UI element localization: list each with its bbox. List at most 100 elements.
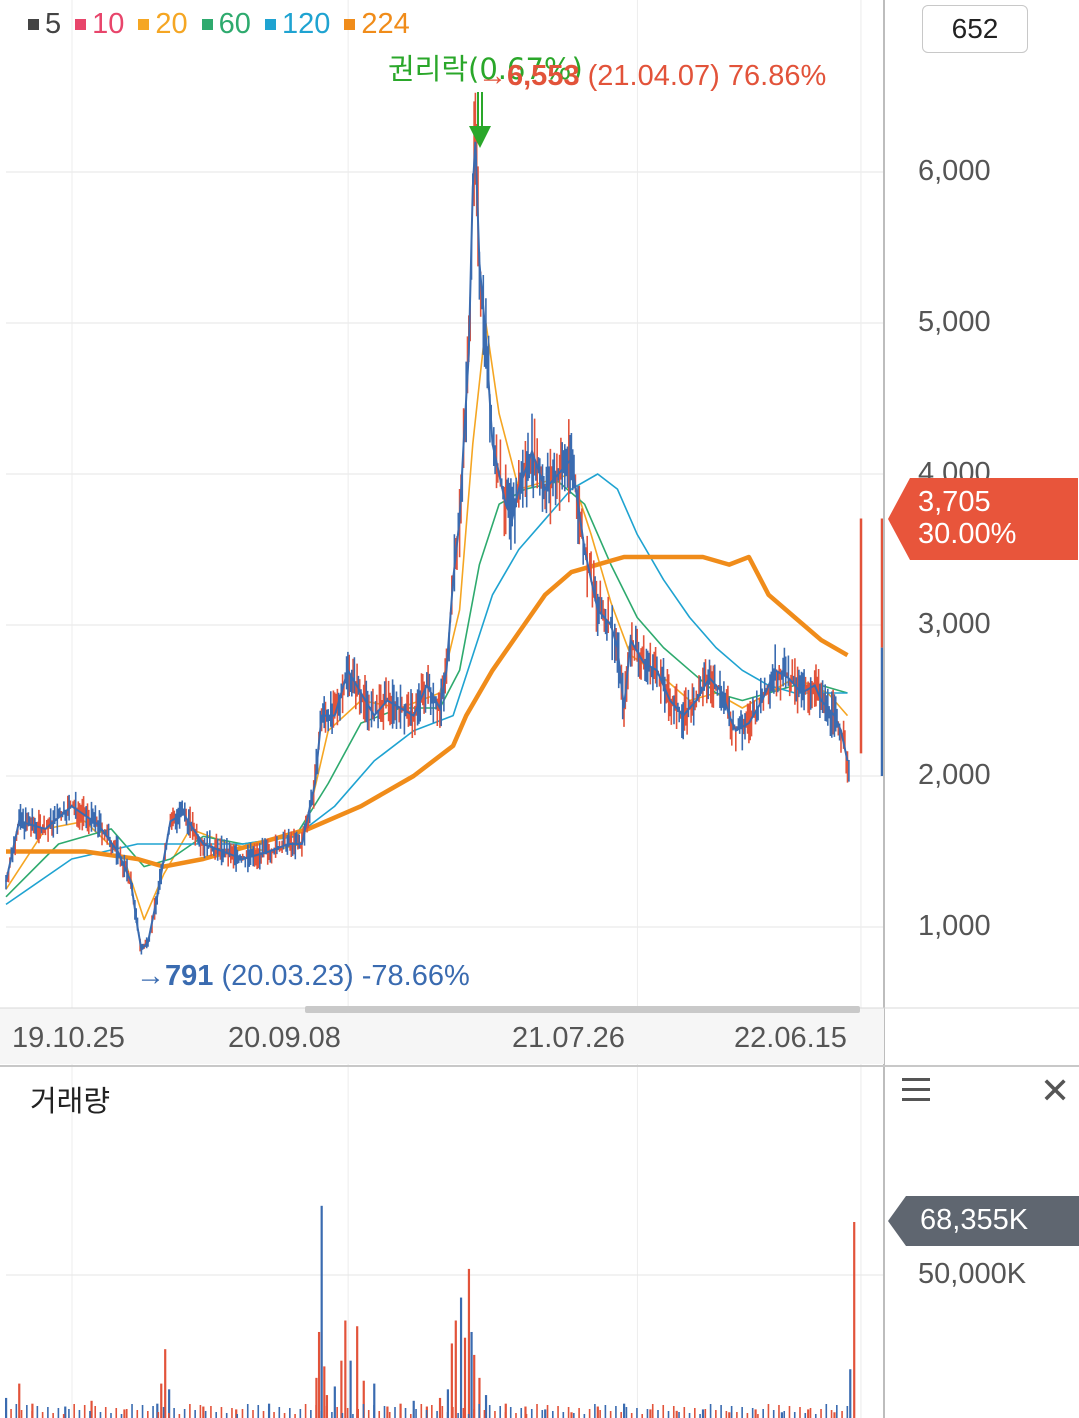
volume-bar-small bbox=[289, 1408, 291, 1418]
volume-bar-small bbox=[236, 1414, 239, 1418]
volume-bar-small bbox=[199, 1405, 202, 1418]
volume-bar-small bbox=[115, 1408, 118, 1418]
close-icon[interactable]: ✕ bbox=[1040, 1071, 1071, 1112]
volume-bar-small bbox=[588, 1409, 591, 1418]
legend-swatch-icon bbox=[264, 19, 276, 30]
volume-bar-small bbox=[278, 1407, 281, 1418]
volume-bar-small bbox=[15, 1404, 18, 1418]
volume-bar-small bbox=[336, 1407, 338, 1418]
min-arrow: → bbox=[136, 960, 165, 992]
legend-ma-10[interactable]: 10 bbox=[75, 8, 124, 41]
volume-bar-small bbox=[678, 1412, 680, 1418]
volume-bar-small bbox=[662, 1405, 665, 1418]
volume-bar-small bbox=[183, 1409, 186, 1418]
volume-bar-small bbox=[457, 1413, 459, 1418]
volume-bar-small bbox=[367, 1410, 370, 1418]
volume-bar-small bbox=[672, 1406, 675, 1418]
legend-swatch-icon bbox=[201, 19, 213, 30]
legend-ma-120[interactable]: 120 bbox=[264, 8, 331, 41]
volume-bar bbox=[623, 1403, 626, 1418]
volume-bar-small bbox=[720, 1405, 722, 1418]
volume-bar-small bbox=[562, 1412, 565, 1418]
volume-bar-small bbox=[341, 1413, 344, 1418]
legend-label: 120 bbox=[281, 8, 331, 40]
volume-bar bbox=[570, 1412, 573, 1418]
volume-bar-small bbox=[104, 1407, 107, 1418]
volume-tag-shape bbox=[888, 1196, 1079, 1246]
menu-icon[interactable] bbox=[902, 1078, 930, 1102]
volume-bar-small bbox=[346, 1408, 349, 1418]
volume-bar-small bbox=[846, 1406, 849, 1418]
volume-bar-small bbox=[26, 1405, 28, 1418]
volume-bar bbox=[833, 1412, 836, 1418]
volume-bar-small bbox=[404, 1408, 407, 1418]
volume-bar bbox=[18, 1383, 21, 1418]
legend-label: 5 bbox=[45, 8, 62, 40]
volume-bar-small bbox=[73, 1404, 75, 1418]
volume-bar bbox=[333, 1386, 336, 1418]
volume-bar bbox=[473, 1354, 476, 1418]
volume-bar-small bbox=[825, 1404, 828, 1418]
volume-bar-small bbox=[646, 1409, 649, 1418]
volume-bar bbox=[484, 1395, 488, 1418]
volume-bar-small bbox=[688, 1413, 691, 1418]
volume-bar-small bbox=[830, 1410, 833, 1418]
volume-bar-small bbox=[536, 1404, 538, 1418]
volume-bar-small bbox=[446, 1412, 449, 1418]
volume-bar-small bbox=[168, 1413, 170, 1418]
volume-bar-small bbox=[294, 1414, 296, 1418]
period-count-box[interactable]: 652 bbox=[922, 5, 1028, 53]
volume-bar-small bbox=[783, 1411, 786, 1418]
volume-bar bbox=[478, 1377, 481, 1418]
volume-bar bbox=[463, 1337, 467, 1418]
volume-bar-small bbox=[499, 1406, 502, 1418]
volume-bar-small bbox=[788, 1406, 791, 1418]
x-tick-21.07.26: 21.07.26 bbox=[512, 1022, 625, 1054]
volume-bar-small bbox=[431, 1405, 433, 1418]
volume-bar-small bbox=[47, 1407, 49, 1418]
volume-bar-small bbox=[772, 1410, 775, 1418]
volume-bar bbox=[544, 1409, 547, 1418]
ma-line-20 bbox=[5, 322, 849, 921]
volume-bar bbox=[168, 1389, 171, 1418]
legend-ma-224[interactable]: 224 bbox=[344, 8, 410, 41]
volume-bar-small bbox=[99, 1412, 102, 1418]
legend-ma-60[interactable]: 60 bbox=[201, 8, 251, 41]
legend-ma-20[interactable]: 20 bbox=[138, 8, 188, 41]
max-arrow: → bbox=[478, 60, 507, 92]
volume-bar-small bbox=[189, 1404, 191, 1418]
volume-bar-small bbox=[152, 1406, 154, 1418]
volume-bar bbox=[399, 1403, 402, 1418]
ma-line-120 bbox=[5, 473, 848, 906]
volume-bar-small bbox=[630, 1413, 633, 1418]
volume-bar-small bbox=[620, 1412, 622, 1418]
volume-bar bbox=[320, 1205, 323, 1418]
volume-bar bbox=[470, 1331, 473, 1418]
volume-bar-small bbox=[715, 1410, 717, 1418]
legend-label: 60 bbox=[218, 8, 251, 40]
ma-line-60 bbox=[5, 480, 848, 898]
volume-bar-small bbox=[241, 1409, 244, 1418]
volume-bars bbox=[5, 1205, 856, 1418]
volume-bar-small bbox=[504, 1412, 507, 1418]
volume-bar-small bbox=[304, 1404, 307, 1418]
min-price-annotation: →791 (20.03.23) -78.66% bbox=[136, 960, 470, 993]
volume-bar-small bbox=[667, 1411, 670, 1418]
volume-bar-small bbox=[736, 1412, 738, 1418]
volume-bar-small bbox=[36, 1406, 39, 1418]
volume-bar-small bbox=[262, 1411, 265, 1418]
volume-bar-small bbox=[709, 1404, 712, 1418]
scroll-thumb[interactable] bbox=[305, 1006, 860, 1013]
volume-bar bbox=[5, 1397, 8, 1418]
volume-bar-small bbox=[162, 1407, 165, 1418]
volume-bar-small bbox=[83, 1405, 86, 1418]
volume-bar-small bbox=[10, 1409, 12, 1418]
volume-bar bbox=[849, 1369, 852, 1418]
legend-ma-5[interactable]: 5 bbox=[28, 8, 61, 41]
current-price: 3,705 bbox=[918, 486, 991, 518]
volume-bar bbox=[317, 1331, 321, 1418]
volume-bar-small bbox=[231, 1408, 233, 1418]
volume-bar bbox=[459, 1297, 463, 1418]
volume-bar-small bbox=[383, 1406, 386, 1418]
